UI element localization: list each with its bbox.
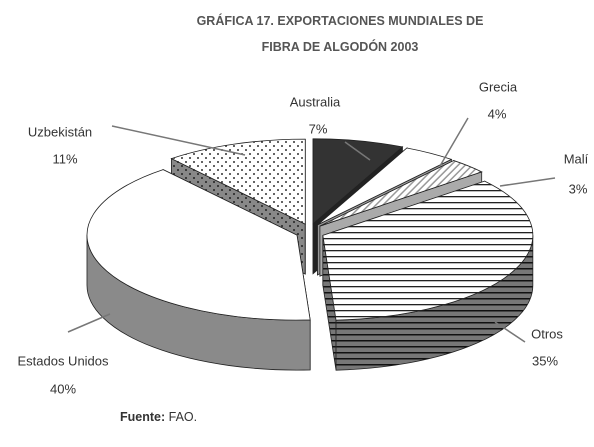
value-label: 35% [532,353,558,368]
leader-line [67,313,111,333]
leader-line [494,321,526,343]
value-label: 7% [309,121,328,136]
slice [86,168,311,371]
slice-top [322,180,534,321]
leader-line [439,117,469,167]
slice [322,180,534,371]
value-label: 4% [488,106,507,121]
source-text: FAO. [168,410,198,424]
slice-label: Grecia [479,79,518,94]
value-label: 40% [50,381,76,396]
source-label: Fuente: [120,410,166,424]
slice-label: Australia [290,94,341,109]
leader-line [344,141,371,161]
slice-top [86,169,311,321]
chart-title: GRÁFICA 17. EXPORTACIONES MUNDIALES DE F… [196,14,484,54]
leader-line [499,177,556,187]
slice-top [317,147,453,226]
slice-label: Malí [564,151,589,166]
value-label: 11% [52,151,77,166]
slice-top [319,160,483,227]
leader-line [111,125,246,156]
slice-label: Estados Unidos [17,353,109,368]
slice-label: Otros [531,326,563,341]
source: Fuente: FAO. [120,410,197,424]
slice-label: Uzbekistán [28,124,92,139]
value-label: 3% [569,181,588,196]
slice-top [312,138,404,225]
slice-top [170,138,306,225]
